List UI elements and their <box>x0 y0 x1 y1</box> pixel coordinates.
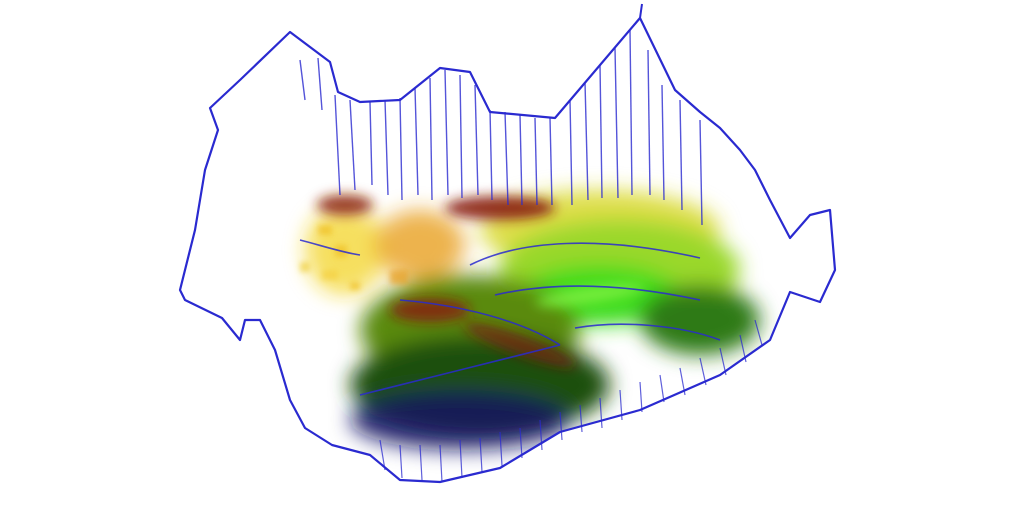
navy-blob <box>350 390 570 450</box>
dark-red-strip-mid <box>445 196 555 220</box>
orange-blob <box>375 210 465 280</box>
interior-contours <box>299 239 721 396</box>
top-spike <box>639 3 643 19</box>
green-right-blob <box>640 285 760 355</box>
ridge-hatching-top <box>299 29 703 226</box>
landmass-outline <box>178 16 837 484</box>
red-diagonal <box>463 322 577 368</box>
light-green-streak <box>535 283 645 307</box>
color-fill-layer <box>300 190 760 450</box>
dark-red-strip-center <box>390 298 470 322</box>
dark-red-strip-left <box>317 195 373 215</box>
yellow-speckles <box>300 225 408 290</box>
